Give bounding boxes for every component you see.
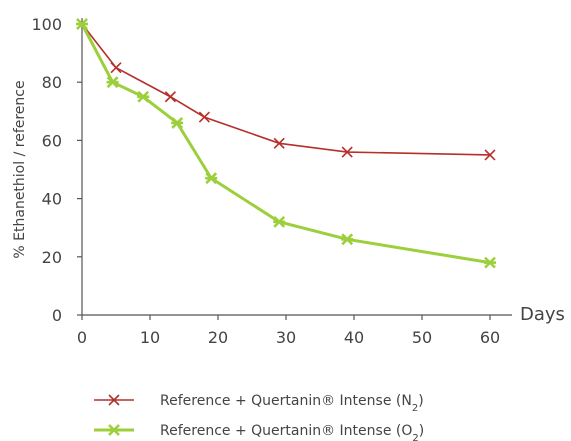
data-point (110, 62, 122, 74)
data-point (198, 111, 210, 123)
series-2 (76, 18, 496, 269)
x-tick-label: 10 (140, 328, 160, 347)
y-tick-label: 100 (31, 15, 62, 34)
legend-item: Reference + Quertanin® Intense (O2) (94, 423, 424, 441)
x-tick-label: 30 (276, 328, 296, 347)
y-ticks: 0 20 40 60 80 100 (31, 15, 82, 325)
y-tick-label: 80 (42, 73, 62, 92)
legend-label: Reference + Quertanin® Intense (O2) (160, 423, 424, 441)
data-point (484, 149, 496, 161)
y-tick-label: 40 (42, 190, 62, 209)
y-axis-label: % Ethanethiol / reference (12, 80, 28, 258)
series-line (80, 23, 491, 265)
x-tick-label: 0 (77, 328, 87, 347)
legend-item: Reference + Quertanin® Intense (N2) (94, 393, 424, 414)
legend: Reference + Quertanin® Intense (N2) Refer… (94, 393, 424, 441)
x-tick-label: 50 (412, 328, 432, 347)
legend-label: Reference + Quertanin® Intense (N2) (160, 393, 424, 414)
x-axis-label: Days (520, 304, 565, 325)
y-tick-label: 0 (52, 306, 62, 325)
y-tick-label: 60 (42, 131, 62, 150)
x-tick-label: 60 (480, 328, 500, 347)
data-point (108, 394, 120, 406)
data-point (341, 146, 353, 158)
x-ticks: 0 10 20 30 40 50 60 (77, 315, 500, 347)
series-line (81, 23, 491, 156)
y-tick-label: 20 (42, 248, 62, 267)
axes (81, 18, 512, 316)
x-tick-label: 20 (208, 328, 228, 347)
series-1 (76, 18, 496, 161)
x-tick-label: 40 (344, 328, 364, 347)
series-group (76, 18, 496, 269)
data-point (273, 137, 285, 149)
data-point (164, 91, 176, 103)
